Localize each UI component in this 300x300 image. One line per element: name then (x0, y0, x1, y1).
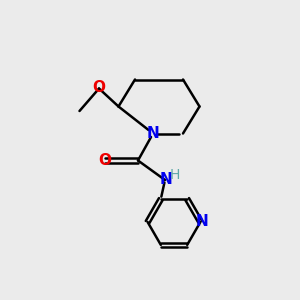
Text: N: N (159, 172, 172, 188)
Text: O: O (98, 153, 111, 168)
Text: N: N (196, 214, 208, 230)
Text: H: H (169, 168, 180, 182)
Text: O: O (92, 80, 106, 95)
Text: N: N (147, 126, 159, 141)
